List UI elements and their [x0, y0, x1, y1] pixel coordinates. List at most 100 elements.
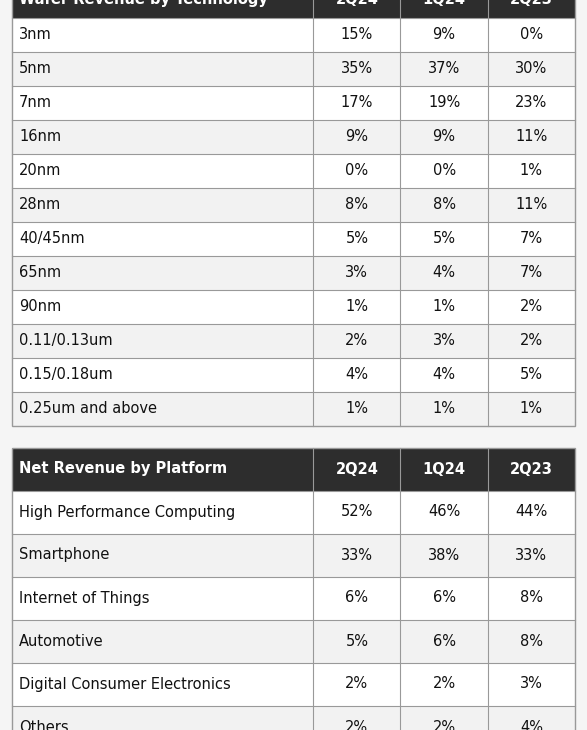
Text: Wafer Revenue by Technology: Wafer Revenue by Technology — [19, 0, 268, 7]
Text: 0%: 0% — [520, 27, 543, 42]
Text: 33%: 33% — [341, 548, 373, 563]
Text: 11%: 11% — [515, 129, 548, 144]
Text: 7%: 7% — [520, 231, 543, 246]
Text: 44%: 44% — [515, 504, 548, 520]
Text: 20nm: 20nm — [19, 163, 62, 178]
Text: 1%: 1% — [433, 299, 456, 314]
Text: 46%: 46% — [428, 504, 460, 520]
Text: 37%: 37% — [428, 61, 460, 76]
Text: 5%: 5% — [345, 231, 368, 246]
Text: 17%: 17% — [340, 95, 373, 110]
Bar — [12, 663, 575, 705]
Text: 2Q23: 2Q23 — [510, 0, 553, 7]
Text: 52%: 52% — [340, 504, 373, 520]
Text: 33%: 33% — [515, 548, 547, 563]
Bar — [12, 52, 575, 85]
Bar — [12, 491, 575, 534]
Text: 6%: 6% — [433, 634, 456, 648]
Text: 30%: 30% — [515, 61, 548, 76]
Text: 6%: 6% — [345, 591, 368, 605]
Bar — [12, 120, 575, 153]
Bar — [12, 255, 575, 290]
Text: 2%: 2% — [433, 720, 456, 730]
Text: 23%: 23% — [515, 95, 548, 110]
Text: 3%: 3% — [345, 265, 368, 280]
Text: 9%: 9% — [345, 129, 368, 144]
Text: 65nm: 65nm — [19, 265, 61, 280]
Bar — [12, 391, 575, 426]
Text: 0.25um and above: 0.25um and above — [19, 401, 157, 416]
Text: 90nm: 90nm — [19, 299, 61, 314]
Bar — [12, 447, 575, 730]
Text: 2%: 2% — [345, 677, 369, 691]
Bar — [12, 534, 575, 577]
Text: 5%: 5% — [433, 231, 456, 246]
Text: 35%: 35% — [341, 61, 373, 76]
Bar — [12, 577, 575, 620]
Text: 0%: 0% — [345, 163, 369, 178]
Text: 1%: 1% — [345, 299, 368, 314]
Text: Digital Consumer Electronics: Digital Consumer Electronics — [19, 677, 231, 691]
Bar — [12, 290, 575, 323]
Text: 2Q24: 2Q24 — [335, 461, 378, 477]
Text: 40/45nm: 40/45nm — [19, 231, 85, 246]
Text: 19%: 19% — [428, 95, 460, 110]
Text: 0.15/0.18um: 0.15/0.18um — [19, 367, 113, 382]
Text: 5nm: 5nm — [19, 61, 52, 76]
Text: 8%: 8% — [520, 634, 543, 648]
Text: 9%: 9% — [433, 129, 456, 144]
Bar — [12, 447, 575, 491]
Text: 4%: 4% — [433, 367, 456, 382]
Text: 8%: 8% — [345, 197, 368, 212]
Text: 2Q23: 2Q23 — [510, 461, 553, 477]
Bar — [12, 18, 575, 52]
Text: 4%: 4% — [345, 367, 368, 382]
Text: 15%: 15% — [340, 27, 373, 42]
Text: 1Q24: 1Q24 — [423, 461, 465, 477]
Bar — [12, 221, 575, 256]
Text: 3%: 3% — [433, 333, 456, 348]
Text: 28nm: 28nm — [19, 197, 61, 212]
Text: 2%: 2% — [345, 333, 369, 348]
Text: 16nm: 16nm — [19, 129, 61, 144]
Text: High Performance Computing: High Performance Computing — [19, 504, 235, 520]
Text: 0%: 0% — [433, 163, 456, 178]
Bar — [12, 153, 575, 188]
Text: 4%: 4% — [433, 265, 456, 280]
Bar — [12, 85, 575, 120]
Bar — [12, 620, 575, 663]
Text: 1%: 1% — [520, 401, 543, 416]
Text: 3nm: 3nm — [19, 27, 52, 42]
Text: 1Q24: 1Q24 — [423, 0, 465, 7]
Text: Others: Others — [19, 720, 69, 730]
Text: 9%: 9% — [433, 27, 456, 42]
Text: Internet of Things: Internet of Things — [19, 591, 150, 605]
Text: Net Revenue by Platform: Net Revenue by Platform — [19, 461, 227, 477]
Text: Smartphone: Smartphone — [19, 548, 109, 563]
Text: 7nm: 7nm — [19, 95, 52, 110]
Text: 38%: 38% — [428, 548, 460, 563]
Text: 1%: 1% — [433, 401, 456, 416]
Text: 8%: 8% — [520, 591, 543, 605]
Text: 3%: 3% — [520, 677, 543, 691]
Bar — [12, 0, 575, 18]
Text: 6%: 6% — [433, 591, 456, 605]
Bar — [12, 323, 575, 358]
Text: 7%: 7% — [520, 265, 543, 280]
Text: 2Q24: 2Q24 — [335, 0, 378, 7]
Bar — [12, 358, 575, 391]
Text: 0.11/0.13um: 0.11/0.13um — [19, 333, 113, 348]
Bar — [12, 0, 575, 426]
Text: 1%: 1% — [520, 163, 543, 178]
Text: 1%: 1% — [345, 401, 368, 416]
Text: 8%: 8% — [433, 197, 456, 212]
Bar — [12, 705, 575, 730]
Text: 11%: 11% — [515, 197, 548, 212]
Text: 5%: 5% — [520, 367, 543, 382]
Text: 5%: 5% — [345, 634, 368, 648]
Text: 2%: 2% — [520, 299, 543, 314]
Bar — [12, 188, 575, 221]
Text: 2%: 2% — [345, 720, 369, 730]
Text: 4%: 4% — [520, 720, 543, 730]
Text: 2%: 2% — [520, 333, 543, 348]
